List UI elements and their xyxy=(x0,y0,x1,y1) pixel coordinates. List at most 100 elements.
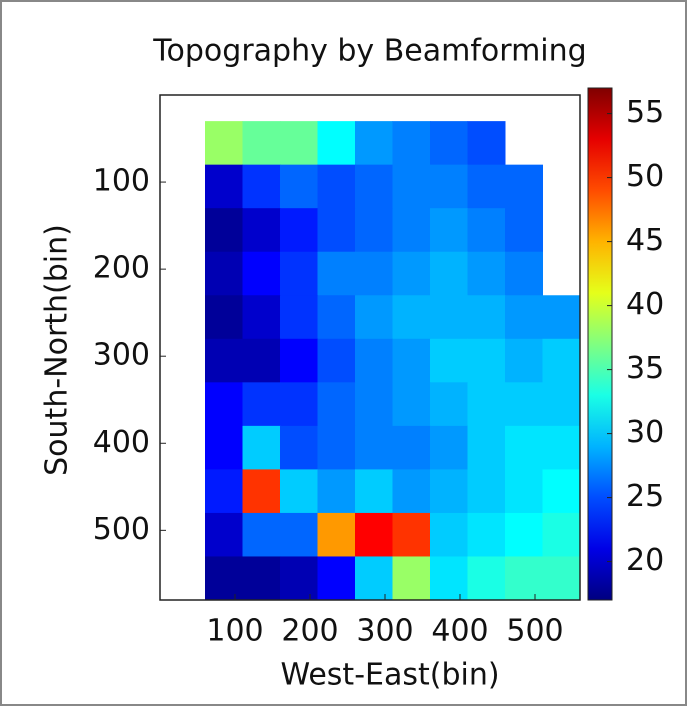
heatmap-cell xyxy=(242,121,281,166)
heatmap-cell xyxy=(392,164,431,209)
heatmap-cell xyxy=(242,251,281,296)
heatmap-cell xyxy=(242,556,281,601)
heatmap-cell xyxy=(392,512,431,557)
heatmap-cell xyxy=(205,251,243,296)
heatmap-cell xyxy=(542,295,581,340)
heatmap-cell xyxy=(505,425,543,470)
heatmap-cell xyxy=(355,469,393,514)
x-tick-label: 400 xyxy=(431,614,488,649)
heatmap-cell xyxy=(280,208,318,253)
heatmap-cell xyxy=(430,295,468,340)
colorbar-tick-label: 40 xyxy=(626,287,664,322)
heatmap-cell xyxy=(467,382,506,427)
heatmap-cell xyxy=(280,512,318,557)
heatmap-cell xyxy=(280,295,318,340)
chart-title: Topography by Beamforming xyxy=(152,34,586,69)
heatmap-cell xyxy=(205,295,243,340)
heatmap-cell xyxy=(317,425,356,470)
heatmap-cell xyxy=(355,512,393,557)
y-tick-label: 400 xyxy=(93,425,150,460)
colorbar-tick-label: 35 xyxy=(626,351,664,386)
y-tick-label: 500 xyxy=(93,512,150,547)
heatmap-cell xyxy=(355,556,393,601)
heatmap-cell xyxy=(392,425,431,470)
heatmap-cell xyxy=(505,382,543,427)
heatmap-cell xyxy=(542,338,581,383)
heatmap-cell xyxy=(355,338,393,383)
heatmap-cell xyxy=(392,469,431,514)
heatmap-cell xyxy=(430,208,468,253)
heatmap-cell xyxy=(392,251,431,296)
heatmap-cell xyxy=(317,164,356,209)
heatmap-cell xyxy=(317,121,356,166)
heatmap-cell xyxy=(205,164,243,209)
heatmap-cell xyxy=(317,512,356,557)
heatmap-cell xyxy=(505,338,543,383)
heatmap-cell xyxy=(467,295,506,340)
heatmap-cell xyxy=(430,251,468,296)
heatmap-cell xyxy=(317,251,356,296)
heatmap-cell xyxy=(280,469,318,514)
heatmap-cell xyxy=(505,469,543,514)
heatmap-cell xyxy=(505,556,543,601)
x-axis-label: West-East(bin) xyxy=(280,658,499,693)
plot-border xyxy=(159,94,581,601)
heatmap-cell xyxy=(392,382,431,427)
heatmap-cell xyxy=(505,251,543,296)
x-tick-label: 200 xyxy=(281,614,338,649)
heatmap-cell xyxy=(355,164,393,209)
heatmap-cell xyxy=(205,556,243,601)
heatmap-cell xyxy=(317,295,356,340)
heatmap-cell xyxy=(280,425,318,470)
colorbar-tick-label: 50 xyxy=(626,159,664,194)
heatmap-cell xyxy=(242,425,281,470)
heatmap-cell xyxy=(467,425,506,470)
heatmap-cell xyxy=(542,382,581,427)
heatmap-cell xyxy=(280,121,318,166)
heatmap-cell xyxy=(317,208,356,253)
heatmap-cell xyxy=(392,295,431,340)
heatmap-cell xyxy=(542,425,581,470)
heatmap-cell xyxy=(542,469,581,514)
heatmap-cell xyxy=(242,382,281,427)
heatmap-cell xyxy=(430,121,468,166)
heatmap-cell xyxy=(467,556,506,601)
heatmap-cell xyxy=(205,338,243,383)
y-tick-label: 200 xyxy=(93,251,150,286)
heatmap-cell xyxy=(467,251,506,296)
heatmap-cell xyxy=(467,469,506,514)
x-tick-label: 100 xyxy=(206,614,263,649)
colorbar-tick-label: 30 xyxy=(626,415,664,450)
heatmap-cell xyxy=(280,164,318,209)
heatmap-cell xyxy=(317,338,356,383)
heatmap-cell xyxy=(205,382,243,427)
heatmap-cell xyxy=(430,338,468,383)
heatmap-cell xyxy=(242,295,281,340)
heatmap-cell xyxy=(317,556,356,601)
heatmap-cell xyxy=(205,425,243,470)
heatmap-cell xyxy=(355,295,393,340)
heatmap-cell xyxy=(392,338,431,383)
heatmap-cell xyxy=(542,512,581,557)
heatmap-cell xyxy=(430,382,468,427)
heatmap-cell xyxy=(392,121,431,166)
heatmap-cell xyxy=(467,338,506,383)
heatmap-cell xyxy=(242,164,281,209)
heatmap-cell xyxy=(355,425,393,470)
y-tick-label: 100 xyxy=(93,164,150,199)
heatmap-cell xyxy=(242,469,281,514)
heatmap-cell xyxy=(392,556,431,601)
heatmap-cell xyxy=(317,382,356,427)
colorbar-tick-label: 20 xyxy=(626,543,664,578)
heatmap-cell xyxy=(505,164,543,209)
heatmap-cell xyxy=(205,512,243,557)
heatmap-cell xyxy=(430,469,468,514)
heatmap-cell xyxy=(430,556,468,601)
heatmap-cell xyxy=(430,164,468,209)
y-axis-label: South-North(bin) xyxy=(40,224,75,476)
heatmap-cell xyxy=(280,338,318,383)
heatmap-cell xyxy=(505,512,543,557)
heatmap-cell xyxy=(467,164,506,209)
heatmap-cell xyxy=(242,208,281,253)
